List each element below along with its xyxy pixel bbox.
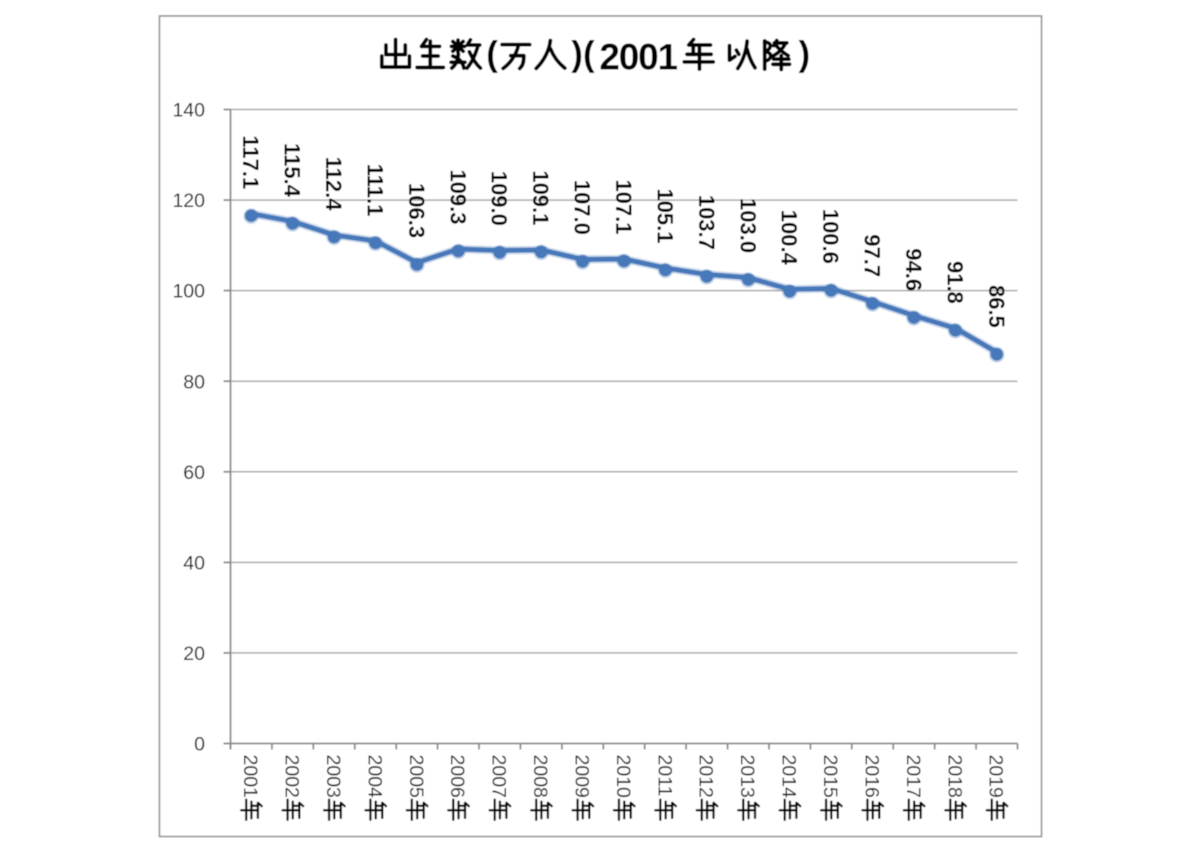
- svg-text:107.0: 107.0: [570, 180, 595, 235]
- svg-text:111.1: 111.1: [363, 164, 388, 217]
- svg-text:20: 20: [183, 643, 205, 665]
- svg-text:2011: 2011: [653, 755, 675, 797]
- svg-text:100.6: 100.6: [818, 209, 843, 264]
- svg-text:)(: )(: [571, 35, 595, 74]
- svg-text:109.1: 109.1: [528, 170, 553, 225]
- svg-text:2017: 2017: [902, 755, 924, 798]
- svg-text:109.0: 109.0: [487, 171, 512, 226]
- svg-text:140: 140: [172, 100, 205, 122]
- svg-text:109.3: 109.3: [445, 169, 470, 224]
- svg-text:2001: 2001: [239, 755, 261, 798]
- svg-text:2010: 2010: [612, 755, 634, 799]
- svg-text:0: 0: [194, 734, 205, 756]
- svg-text:103.7: 103.7: [694, 195, 719, 250]
- svg-text:105.1: 105.1: [652, 188, 677, 243]
- svg-text:2012: 2012: [695, 755, 717, 798]
- svg-text:40: 40: [183, 553, 205, 575]
- svg-text:2003: 2003: [322, 755, 344, 798]
- svg-text:2018: 2018: [943, 755, 965, 798]
- svg-text:): ): [799, 35, 811, 74]
- svg-text:97.7: 97.7: [860, 234, 885, 277]
- svg-text:115.4: 115.4: [280, 143, 305, 198]
- svg-text:107.1: 107.1: [611, 179, 636, 234]
- svg-text:2015: 2015: [819, 755, 841, 799]
- svg-text:2016: 2016: [860, 755, 882, 798]
- svg-text:100: 100: [172, 281, 205, 303]
- svg-text:2005: 2005: [405, 755, 427, 799]
- svg-text:60: 60: [183, 462, 205, 484]
- svg-text:112.4: 112.4: [321, 157, 346, 212]
- svg-text:(: (: [486, 35, 498, 74]
- svg-text:2001: 2001: [599, 37, 677, 78]
- svg-text:120: 120: [172, 190, 205, 212]
- svg-text:86.5: 86.5: [984, 285, 1009, 328]
- svg-text:2004: 2004: [363, 755, 385, 799]
- svg-text:2007: 2007: [488, 755, 510, 798]
- svg-text:91.8: 91.8: [942, 261, 967, 304]
- svg-text:2009: 2009: [571, 755, 593, 798]
- svg-text:106.3: 106.3: [404, 183, 429, 238]
- svg-text:80: 80: [183, 371, 205, 393]
- svg-text:94.6: 94.6: [901, 248, 926, 291]
- svg-text:103.0: 103.0: [735, 198, 760, 253]
- svg-text:100.4: 100.4: [777, 210, 802, 266]
- svg-text:2002: 2002: [281, 755, 303, 798]
- svg-text:2014: 2014: [778, 755, 800, 799]
- svg-text:2006: 2006: [446, 755, 468, 798]
- svg-text:2019: 2019: [985, 755, 1007, 798]
- svg-text:2008: 2008: [529, 755, 551, 798]
- svg-text:117.1: 117.1: [238, 135, 263, 189]
- svg-text:2013: 2013: [736, 755, 758, 798]
